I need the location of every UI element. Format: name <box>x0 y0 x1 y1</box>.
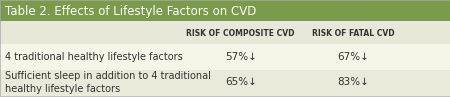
Text: 57%↓: 57%↓ <box>225 52 256 62</box>
Text: 67%↓: 67%↓ <box>338 52 369 62</box>
Text: 4 traditional healthy lifestyle factors: 4 traditional healthy lifestyle factors <box>5 52 183 62</box>
FancyBboxPatch shape <box>0 0 450 21</box>
Text: Sufficient sleep in addition to 4 traditional
healthy lifestyle factors: Sufficient sleep in addition to 4 tradit… <box>5 71 212 94</box>
Text: 65%↓: 65%↓ <box>225 77 256 87</box>
Text: RISK OF FATAL CVD: RISK OF FATAL CVD <box>312 29 395 38</box>
Text: RISK OF COMPOSITE CVD: RISK OF COMPOSITE CVD <box>186 29 295 38</box>
FancyBboxPatch shape <box>0 21 450 44</box>
Text: Table 2. Effects of Lifestyle Factors on CVD: Table 2. Effects of Lifestyle Factors on… <box>5 5 257 18</box>
FancyBboxPatch shape <box>0 44 450 70</box>
Text: 83%↓: 83%↓ <box>338 77 369 87</box>
FancyBboxPatch shape <box>0 70 450 96</box>
